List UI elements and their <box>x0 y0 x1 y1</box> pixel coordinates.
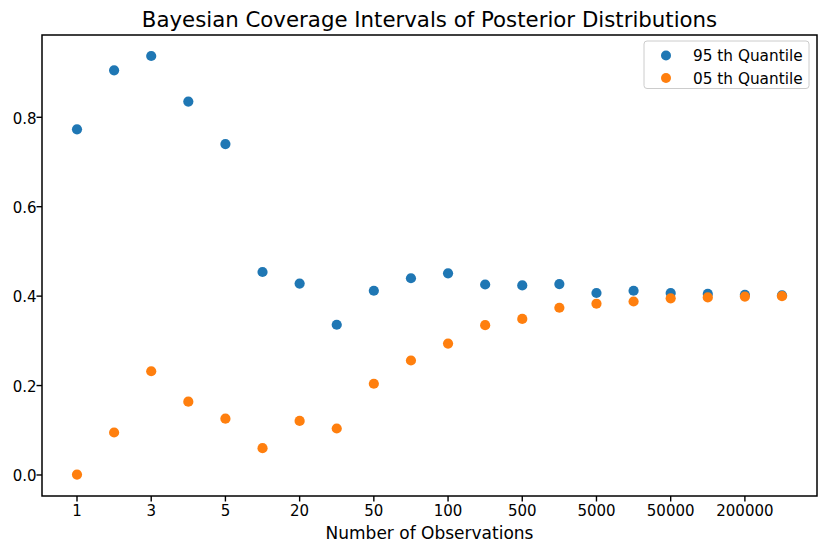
y-tick-label: 0.4 <box>13 288 37 306</box>
data-point-05th <box>703 292 713 302</box>
figure: 1 3 5 20 50 100 500 5000 50000 200000 0.0 0.2 0.4 0.6… <box>0 0 826 550</box>
data-point-95th <box>146 51 156 61</box>
data-point-95th <box>109 65 119 75</box>
data-point-05th <box>295 416 305 426</box>
data-point-95th <box>295 279 305 289</box>
x-tick-label: 500 <box>508 502 537 520</box>
data-point-05th <box>332 423 342 433</box>
x-tick-label: 3 <box>146 502 156 520</box>
data-point-05th <box>220 414 230 424</box>
data-point-95th <box>257 267 267 277</box>
data-point-05th <box>554 303 564 313</box>
data-point-05th <box>480 320 490 330</box>
x-tick-label: 20 <box>290 502 309 520</box>
data-point-95th <box>183 97 193 107</box>
chart-title: Bayesian Coverage Intervals of Posterior… <box>42 7 817 32</box>
data-point-05th <box>591 299 601 309</box>
x-tick-label: 5 <box>221 502 231 520</box>
data-point-95th <box>406 273 416 283</box>
data-point-05th <box>109 427 119 437</box>
data-point-95th <box>369 286 379 296</box>
y-tick-label: 0.6 <box>13 199 37 217</box>
data-point-05th <box>72 469 82 479</box>
data-point-05th <box>257 443 267 453</box>
data-point-05th <box>666 293 676 303</box>
data-point-95th <box>332 320 342 330</box>
legend-label: 95 th Quantile <box>693 47 803 65</box>
legend-marker-95th <box>661 51 671 61</box>
y-tick-label: 0.8 <box>13 110 37 128</box>
data-point-05th <box>777 291 787 301</box>
data-point-05th <box>740 291 750 301</box>
data-point-95th <box>628 286 638 296</box>
x-tick-label: 200000 <box>716 502 773 520</box>
data-point-05th <box>146 366 156 376</box>
x-tick-label: 100 <box>434 502 463 520</box>
data-point-95th <box>220 139 230 149</box>
x-tick-label: 50000 <box>647 502 695 520</box>
data-point-95th <box>554 279 564 289</box>
data-point-05th <box>443 338 453 348</box>
y-tick-label: 0.2 <box>13 378 37 396</box>
scatter-plot: 1 3 5 20 50 100 500 5000 50000 200000 0.0 0.2 0.4 0.6… <box>0 0 826 550</box>
data-point-95th <box>443 268 453 278</box>
data-point-05th <box>628 296 638 306</box>
legend-label: 05 th Quantile <box>693 70 803 88</box>
data-point-95th <box>517 280 527 290</box>
data-point-05th <box>369 379 379 389</box>
x-tick-label: 5000 <box>577 502 615 520</box>
x-axis-label: Number of Observations <box>42 523 817 543</box>
data-point-95th <box>591 288 601 298</box>
data-point-05th <box>183 397 193 407</box>
y-tick-label: 0.0 <box>13 467 37 485</box>
data-point-05th <box>517 314 527 324</box>
x-tick-label: 1 <box>72 502 82 520</box>
x-tick-label: 50 <box>364 502 383 520</box>
axes-frame <box>42 35 817 496</box>
data-point-95th <box>72 124 82 134</box>
data-point-95th <box>480 279 490 289</box>
legend-marker-05th <box>661 73 671 83</box>
data-point-05th <box>406 355 416 365</box>
